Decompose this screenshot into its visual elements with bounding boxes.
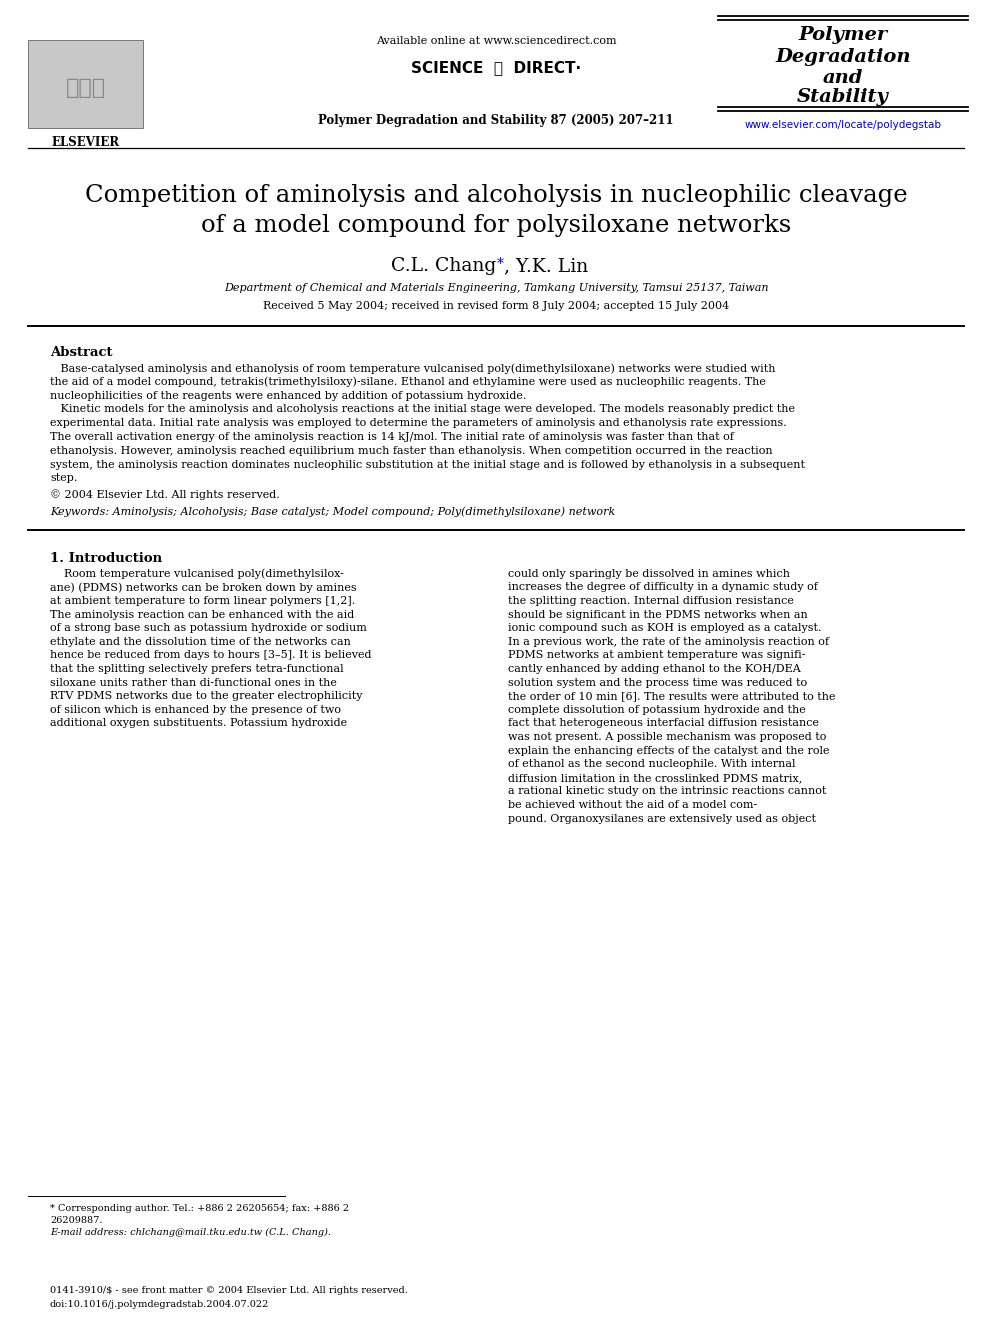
Text: experimental data. Initial rate analysis was employed to determine the parameter: experimental data. Initial rate analysis… [50, 418, 787, 429]
Text: a rational kinetic study on the intrinsic reactions cannot: a rational kinetic study on the intrinsi… [508, 786, 826, 796]
Text: ethanolysis. However, aminolysis reached equilibrium much faster than ethanolysi: ethanolysis. However, aminolysis reached… [50, 446, 773, 456]
Text: of silicon which is enhanced by the presence of two: of silicon which is enhanced by the pres… [50, 705, 341, 714]
Text: doi:10.1016/j.polymdegradstab.2004.07.022: doi:10.1016/j.polymdegradstab.2004.07.02… [50, 1301, 270, 1308]
Text: pound. Organoxysilanes are extensively used as object: pound. Organoxysilanes are extensively u… [508, 814, 816, 824]
Text: In a previous work, the rate of the aminolysis reaction of: In a previous work, the rate of the amin… [508, 636, 829, 647]
Text: Keywords: Aminolysis; Alcoholysis; Base catalyst; Model compound; Poly(dimethyls: Keywords: Aminolysis; Alcoholysis; Base … [50, 505, 615, 516]
Text: ★★★: ★★★ [65, 77, 106, 99]
Text: SCIENCE  ⓓ  DIRECT·: SCIENCE ⓓ DIRECT· [411, 60, 581, 75]
Text: the splitting reaction. Internal diffusion resistance: the splitting reaction. Internal diffusi… [508, 595, 794, 606]
Text: 0141-3910/$ - see front matter © 2004 Elsevier Ltd. All rights reserved.: 0141-3910/$ - see front matter © 2004 El… [50, 1286, 408, 1295]
Text: www.elsevier.com/locate/polydegstab: www.elsevier.com/locate/polydegstab [745, 120, 941, 130]
Text: at ambient temperature to form linear polymers [1,2].: at ambient temperature to form linear po… [50, 595, 355, 606]
Text: Degradation: Degradation [776, 48, 911, 66]
Text: Received 5 May 2004; received in revised form 8 July 2004; accepted 15 July 2004: Received 5 May 2004; received in revised… [263, 302, 729, 311]
Text: of ethanol as the second nucleophile. With internal: of ethanol as the second nucleophile. Wi… [508, 759, 796, 769]
Text: 1. Introduction: 1. Introduction [50, 552, 162, 565]
Text: of a model compound for polysiloxane networks: of a model compound for polysiloxane net… [200, 214, 792, 237]
Text: could only sparingly be dissolved in amines which: could only sparingly be dissolved in ami… [508, 569, 790, 578]
Text: E-mail address: chlchang@mail.tku.edu.tw (C.L. Chang).: E-mail address: chlchang@mail.tku.edu.tw… [50, 1228, 331, 1237]
Text: Polymer Degradation and Stability 87 (2005) 207–211: Polymer Degradation and Stability 87 (20… [318, 114, 674, 127]
Text: hence be reduced from days to hours [3–5]. It is believed: hence be reduced from days to hours [3–5… [50, 651, 371, 660]
Text: Abstract: Abstract [50, 347, 112, 359]
Bar [28, 40, 143, 128]
Text: , Y.K. Lin: , Y.K. Lin [504, 257, 588, 275]
Text: should be significant in the PDMS networks when an: should be significant in the PDMS networ… [508, 610, 807, 619]
Text: increases the degree of difficulty in a dynamic study of: increases the degree of difficulty in a … [508, 582, 817, 593]
Text: was not present. A possible mechanism was proposed to: was not present. A possible mechanism wa… [508, 732, 826, 742]
Text: ethylate and the dissolution time of the networks can: ethylate and the dissolution time of the… [50, 636, 351, 647]
Text: 26209887.: 26209887. [50, 1216, 102, 1225]
Text: *: * [497, 257, 504, 271]
Text: RTV PDMS networks due to the greater electrophilicity: RTV PDMS networks due to the greater ele… [50, 691, 362, 701]
Text: Kinetic models for the aminolysis and alcoholysis reactions at the initial stage: Kinetic models for the aminolysis and al… [50, 405, 795, 414]
Text: © 2004 Elsevier Ltd. All rights reserved.: © 2004 Elsevier Ltd. All rights reserved… [50, 490, 280, 500]
Text: of a strong base such as potassium hydroxide or sodium: of a strong base such as potassium hydro… [50, 623, 367, 634]
Text: The overall activation energy of the aminolysis reaction is 14 kJ/mol. The initi: The overall activation energy of the ami… [50, 433, 734, 442]
Text: ionic compound such as KOH is employed as a catalyst.: ionic compound such as KOH is employed a… [508, 623, 821, 634]
Text: explain the enhancing effects of the catalyst and the role: explain the enhancing effects of the cat… [508, 746, 829, 755]
Text: that the splitting selectively prefers tetra-functional: that the splitting selectively prefers t… [50, 664, 343, 673]
Text: nucleophilicities of the reagents were enhanced by addition of potassium hydroxi: nucleophilicities of the reagents were e… [50, 390, 527, 401]
Text: Polymer: Polymer [799, 26, 888, 44]
Text: * Corresponding author. Tel.: +886 2 26205654; fax: +886 2: * Corresponding author. Tel.: +886 2 262… [50, 1204, 349, 1213]
Text: additional oxygen substituents. Potassium hydroxide: additional oxygen substituents. Potassiu… [50, 718, 347, 729]
Text: Stability: Stability [797, 89, 889, 106]
Text: PDMS networks at ambient temperature was signifi-: PDMS networks at ambient temperature was… [508, 651, 806, 660]
Text: system, the aminolysis reaction dominates nucleophilic substitution at the initi: system, the aminolysis reaction dominate… [50, 459, 805, 470]
Text: Available online at www.sciencedirect.com: Available online at www.sciencedirect.co… [376, 36, 616, 46]
Text: fact that heterogeneous interfacial diffusion resistance: fact that heterogeneous interfacial diff… [508, 718, 819, 729]
Text: diffusion limitation in the crosslinked PDMS matrix,: diffusion limitation in the crosslinked … [508, 773, 803, 783]
Text: be achieved without the aid of a model com-: be achieved without the aid of a model c… [508, 800, 757, 810]
Text: the order of 10 min [6]. The results were attributed to the: the order of 10 min [6]. The results wer… [508, 691, 835, 701]
Text: Competition of aminolysis and alcoholysis in nucleophilic cleavage: Competition of aminolysis and alcoholysi… [84, 184, 908, 206]
Text: complete dissolution of potassium hydroxide and the: complete dissolution of potassium hydrox… [508, 705, 806, 714]
Text: solution system and the process time was reduced to: solution system and the process time was… [508, 677, 807, 688]
Text: ELSEVIER: ELSEVIER [52, 136, 120, 149]
Text: step.: step. [50, 474, 77, 483]
Text: the aid of a model compound, tetrakis(trimethylsiloxy)-silane. Ethanol and ethyl: the aid of a model compound, tetrakis(tr… [50, 377, 766, 388]
Text: cantly enhanced by adding ethanol to the KOH/DEA: cantly enhanced by adding ethanol to the… [508, 664, 801, 673]
Text: siloxane units rather than di-functional ones in the: siloxane units rather than di-functional… [50, 677, 337, 688]
Text: Room temperature vulcanised poly(dimethylsilox-: Room temperature vulcanised poly(dimethy… [50, 569, 344, 579]
Text: Base-catalysed aminolysis and ethanolysis of room temperature vulcanised poly(di: Base-catalysed aminolysis and ethanolysi… [50, 363, 776, 373]
Text: C.L. Chang: C.L. Chang [391, 257, 496, 275]
Text: Department of Chemical and Materials Engineering, Tamkang University, Tamsui 251: Department of Chemical and Materials Eng… [224, 283, 768, 292]
Text: ane) (PDMS) networks can be broken down by amines: ane) (PDMS) networks can be broken down … [50, 582, 357, 593]
Text: The aminolysis reaction can be enhanced with the aid: The aminolysis reaction can be enhanced … [50, 610, 354, 619]
Text: and: and [822, 69, 863, 87]
